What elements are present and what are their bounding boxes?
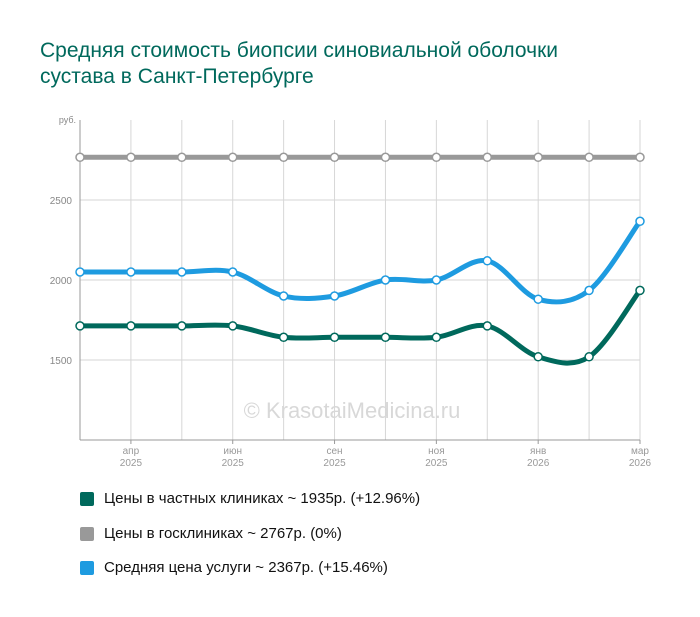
data-point [75,267,85,277]
data-point [380,152,391,163]
data-point [482,152,493,163]
x-tick-month: июн [223,446,242,457]
legend-item-average[interactable]: Средняя цена услуги ~ 2367р. (+15.46%) [80,559,388,576]
legend-swatch [80,491,94,506]
legend-item-private[interactable]: Цены в частных клиниках ~ 1935р. (+12.96… [80,490,420,507]
x-tick-year: 2025 [222,458,245,469]
legend-label: Цены в частных клиниках ~ 1935р. (+12.96… [104,490,421,507]
data-point [278,291,289,301]
x-tick-month: сен [326,446,342,457]
x-tick-year: 2025 [323,458,346,469]
data-point [635,152,645,163]
data-point [75,152,85,163]
y-tick-label: 2500 [50,196,73,207]
data-point [635,285,645,296]
legend-label: Цены в госклиниках ~ 2767р. (0%) [104,525,342,542]
x-tick-month: апр [123,446,140,457]
data-point [482,321,493,331]
watermark: © KrasotaiMedicina.ru [244,398,461,423]
data-point [533,294,543,304]
data-point [533,352,543,362]
x-tick-year: 2025 [120,458,143,469]
data-point [177,152,187,163]
data-point [584,352,594,362]
data-point [177,267,187,277]
x-tick-month: янв [530,446,546,457]
data-point [126,152,136,163]
x-tick-year: 2025 [425,458,448,469]
legend-item-public[interactable]: Цены в госклиниках ~ 2767р. (0%) [80,525,342,542]
data-point [75,321,85,331]
data-point [584,152,594,163]
y-axis-unit: руб. [59,115,76,125]
data-point [227,267,238,277]
x-tick-month: мар [631,446,649,457]
legend-swatch [80,560,94,575]
data-point [329,332,340,343]
data-point [431,152,442,163]
data-point [380,275,391,285]
y-tick-label: 1500 [50,356,73,367]
series-line [77,218,643,305]
data-point [431,332,442,343]
chart-title: Средняя стоимость биопсии синовиальной о… [40,39,558,88]
data-point [126,267,136,277]
data-point [278,332,289,343]
data-point [278,152,289,163]
data-point [635,216,645,227]
data-point [329,291,340,301]
data-point [227,152,238,163]
data-point [482,256,493,266]
x-tick-year: 2026 [629,458,652,469]
data-point [126,321,136,331]
data-point [227,321,238,331]
data-point [584,285,594,296]
data-point [380,332,391,343]
data-point [431,275,442,285]
x-tick-month: ноя [428,446,445,457]
data-point [329,152,340,163]
data-point [533,152,543,163]
legend-swatch [80,526,94,541]
x-tick-year: 2026 [527,458,550,469]
legend-label: Средняя цена услуги ~ 2367р. (+15.46%) [104,559,388,576]
y-tick-label: 2000 [50,276,73,287]
data-point [177,321,187,331]
